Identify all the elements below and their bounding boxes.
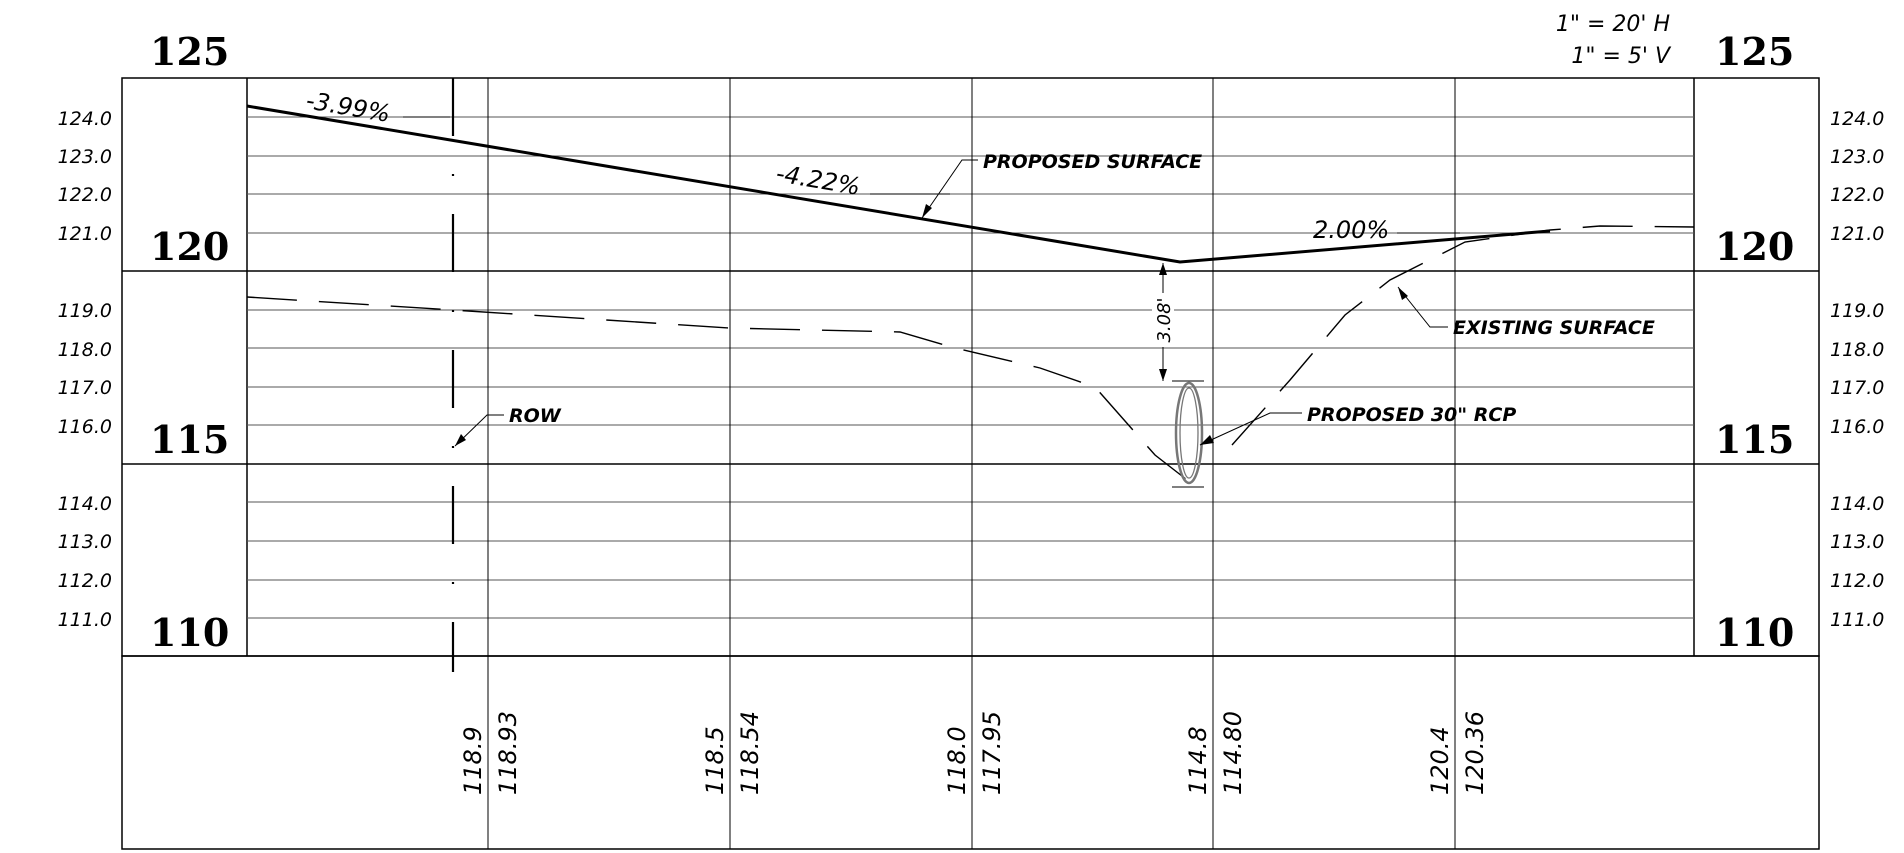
right-elev-123: 123.0 <box>1830 146 1884 168</box>
right-elev-114: 114.0 <box>1830 493 1884 515</box>
major-elev-110-right: 110 <box>1715 610 1794 655</box>
major-elev-125-right: 125 <box>1715 29 1794 74</box>
left-elev-111: 111.0 <box>58 609 112 631</box>
major-elev-110-left: 110 <box>150 610 229 655</box>
existing-surface-line-east <box>1231 225 1695 446</box>
left-elev-119: 119.0 <box>58 300 112 322</box>
right-elev-119: 119.0 <box>1830 300 1884 322</box>
major-gridlines <box>122 270 1819 465</box>
existing-surface-leader <box>1397 286 1448 328</box>
existing-elev-4: 114.8 <box>1184 726 1212 795</box>
left-elev-121: 121.0 <box>58 223 112 245</box>
horizontal-scale: 1" = 20' H <box>1556 12 1670 37</box>
right-elev-122: 122.0 <box>1830 184 1884 206</box>
left-elev-124: 124.0 <box>58 108 112 130</box>
cover-arrow-bottom <box>1159 369 1167 381</box>
proposed-surface-label: PROPOSED SURFACE <box>983 151 1202 173</box>
existing-surface-label: EXISTING SURFACE <box>1453 317 1655 339</box>
right-elev-124: 124.0 <box>1830 108 1884 130</box>
minor-gridlines <box>247 116 1694 619</box>
pipe-label: PROPOSED 30" RCP <box>1307 404 1516 426</box>
proposed-elev-1: 118.93 <box>494 711 522 795</box>
pipe-arrow <box>1200 435 1214 445</box>
pipe-outer <box>1174 381 1204 485</box>
vertical-scale: 1" = 5' V <box>1571 44 1672 69</box>
right-elevation-labels: 124.0 123.0 122.0 121.0 119.0 118.0 117.… <box>1830 108 1884 631</box>
left-elev-123: 123.0 <box>58 146 112 168</box>
right-elev-111: 111.0 <box>1830 609 1884 631</box>
cover-dimension-label: 3.08' <box>1154 297 1175 342</box>
existing-elev-1: 118.9 <box>459 726 487 795</box>
grade-label-3: 2.00% <box>1313 216 1389 244</box>
proposed-surface-leader <box>921 159 978 219</box>
left-elev-117: 117.0 <box>58 377 112 399</box>
major-elev-125-left: 125 <box>150 29 229 74</box>
major-elev-120-left: 120 <box>150 224 229 269</box>
proposed-elev-3: 117.95 <box>978 711 1006 795</box>
cover-label-bg <box>1152 293 1174 347</box>
left-elev-112: 112.0 <box>58 570 112 592</box>
left-elev-114: 114.0 <box>58 493 112 515</box>
station-elevation-labels: 118.9 118.93 118.5 118.54 118.0 117.95 1… <box>459 711 1489 795</box>
row-leader <box>454 414 504 447</box>
existing-elev-3: 118.0 <box>943 726 971 795</box>
major-elev-115-right: 115 <box>1715 417 1794 462</box>
pipe-leader <box>1199 412 1302 446</box>
proposed-elev-4: 114.80 <box>1219 711 1247 795</box>
existing-elev-2: 118.5 <box>701 726 729 795</box>
left-elev-113: 113.0 <box>58 531 112 553</box>
right-elev-118: 118.0 <box>1830 339 1884 361</box>
pipe-inner <box>1179 387 1199 479</box>
proposed-elev-5: 120.36 <box>1461 711 1489 795</box>
proposed-surface-arrow <box>922 204 932 218</box>
right-elev-121: 121.0 <box>1830 223 1884 245</box>
existing-elev-5: 120.4 <box>1426 726 1454 795</box>
right-elev-117: 117.0 <box>1830 377 1884 399</box>
major-elev-120-right: 120 <box>1715 224 1794 269</box>
grid-frame <box>121 77 1820 657</box>
major-elev-115-left: 115 <box>150 417 229 462</box>
left-elevation-labels: 124.0 123.0 122.0 121.0 119.0 118.0 117.… <box>58 108 112 631</box>
right-elev-112: 112.0 <box>1830 570 1884 592</box>
right-elev-113: 113.0 <box>1830 531 1884 553</box>
existing-surface-line <box>246 296 1201 491</box>
station-lines <box>487 78 1456 849</box>
station-box <box>121 655 1820 850</box>
cover-arrow-top <box>1159 263 1167 275</box>
existing-surface-arrow <box>1398 287 1408 300</box>
left-elev-122: 122.0 <box>58 184 112 206</box>
proposed-surface-line <box>246 104 1551 264</box>
row-arrow <box>455 434 466 446</box>
proposed-elev-2: 118.54 <box>736 711 764 795</box>
left-elev-116: 116.0 <box>58 416 112 438</box>
left-elev-118: 118.0 <box>58 339 112 361</box>
row-label: ROW <box>509 405 562 427</box>
right-elev-116: 116.0 <box>1830 416 1884 438</box>
grade-label-2: -4.22% <box>774 159 862 201</box>
